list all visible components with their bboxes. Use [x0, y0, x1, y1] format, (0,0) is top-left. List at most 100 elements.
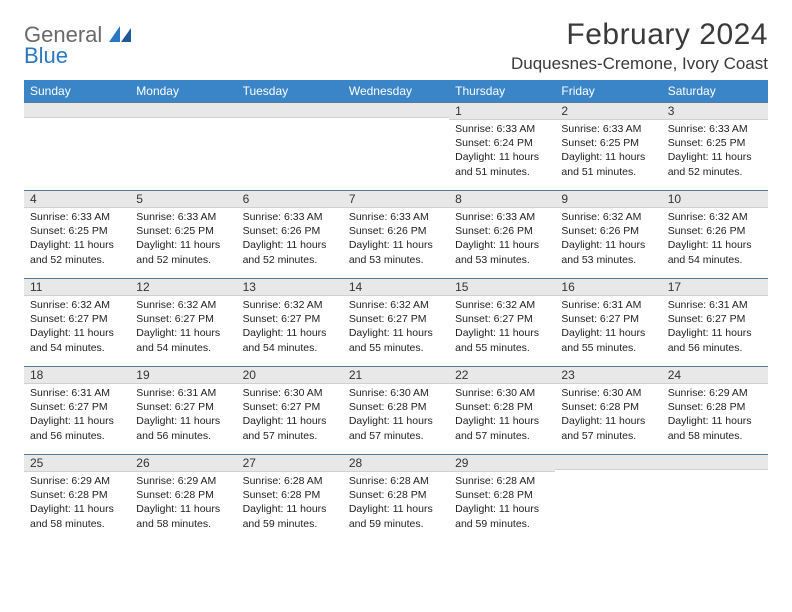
calendar-cell: 12Sunrise: 6:32 AMSunset: 6:27 PMDayligh… — [130, 278, 236, 366]
sail-icon — [109, 29, 131, 46]
sunrise-text: Sunrise: 6:32 AM — [30, 298, 124, 312]
day-number: 9 — [555, 190, 661, 208]
weekday-header: Monday — [130, 80, 236, 102]
day-details: Sunrise: 6:29 AMSunset: 6:28 PMDaylight:… — [24, 472, 130, 535]
sunset-text: Sunset: 6:28 PM — [561, 400, 655, 414]
weekday-header: Friday — [555, 80, 661, 102]
header: General Blue February 2024 Duquesnes-Cre… — [24, 18, 768, 74]
day-number: 11 — [24, 278, 130, 296]
daylight-text: Daylight: 11 hours and 53 minutes. — [561, 238, 655, 266]
calendar-table: Sunday Monday Tuesday Wednesday Thursday… — [24, 80, 768, 542]
calendar-cell: 17Sunrise: 6:31 AMSunset: 6:27 PMDayligh… — [662, 278, 768, 366]
sunrise-text: Sunrise: 6:33 AM — [136, 210, 230, 224]
weekday-header: Sunday — [24, 80, 130, 102]
day-number: 7 — [343, 190, 449, 208]
calendar-cell: 29Sunrise: 6:28 AMSunset: 6:28 PMDayligh… — [449, 454, 555, 542]
sunrise-text: Sunrise: 6:30 AM — [561, 386, 655, 400]
daylight-text: Daylight: 11 hours and 57 minutes. — [349, 414, 443, 442]
calendar-cell: 16Sunrise: 6:31 AMSunset: 6:27 PMDayligh… — [555, 278, 661, 366]
daylight-text: Daylight: 11 hours and 54 minutes. — [136, 326, 230, 354]
daylight-text: Daylight: 11 hours and 56 minutes. — [668, 326, 762, 354]
day-number: 24 — [662, 366, 768, 384]
day-number: 23 — [555, 366, 661, 384]
sunset-text: Sunset: 6:28 PM — [349, 400, 443, 414]
daylight-text: Daylight: 11 hours and 57 minutes. — [561, 414, 655, 442]
sunset-text: Sunset: 6:27 PM — [243, 400, 337, 414]
sunset-text: Sunset: 6:26 PM — [349, 224, 443, 238]
sunrise-text: Sunrise: 6:33 AM — [455, 122, 549, 136]
day-details: Sunrise: 6:31 AMSunset: 6:27 PMDaylight:… — [130, 384, 236, 447]
day-number: 27 — [237, 454, 343, 472]
sunrise-text: Sunrise: 6:32 AM — [349, 298, 443, 312]
calendar-cell: 25Sunrise: 6:29 AMSunset: 6:28 PMDayligh… — [24, 454, 130, 542]
day-details: Sunrise: 6:28 AMSunset: 6:28 PMDaylight:… — [449, 472, 555, 535]
sunrise-text: Sunrise: 6:32 AM — [243, 298, 337, 312]
calendar-week: 11Sunrise: 6:32 AMSunset: 6:27 PMDayligh… — [24, 278, 768, 366]
sunrise-text: Sunrise: 6:32 AM — [455, 298, 549, 312]
sunset-text: Sunset: 6:25 PM — [561, 136, 655, 150]
daylight-text: Daylight: 11 hours and 55 minutes. — [561, 326, 655, 354]
daylight-text: Daylight: 11 hours and 58 minutes. — [30, 502, 124, 530]
daylight-text: Daylight: 11 hours and 59 minutes. — [243, 502, 337, 530]
calendar-cell — [662, 454, 768, 542]
daylight-text: Daylight: 11 hours and 58 minutes. — [668, 414, 762, 442]
month-title: February 2024 — [511, 18, 768, 52]
day-details: Sunrise: 6:33 AMSunset: 6:26 PMDaylight:… — [237, 208, 343, 271]
day-number: 25 — [24, 454, 130, 472]
sunset-text: Sunset: 6:27 PM — [349, 312, 443, 326]
sunrise-text: Sunrise: 6:28 AM — [349, 474, 443, 488]
day-number: 14 — [343, 278, 449, 296]
calendar-cell: 27Sunrise: 6:28 AMSunset: 6:28 PMDayligh… — [237, 454, 343, 542]
day-details: Sunrise: 6:32 AMSunset: 6:27 PMDaylight:… — [449, 296, 555, 359]
calendar-cell — [555, 454, 661, 542]
day-number: 29 — [449, 454, 555, 472]
day-number: 19 — [130, 366, 236, 384]
weekday-header: Saturday — [662, 80, 768, 102]
day-details: Sunrise: 6:33 AMSunset: 6:24 PMDaylight:… — [449, 120, 555, 183]
day-number: 5 — [130, 190, 236, 208]
sunrise-text: Sunrise: 6:32 AM — [136, 298, 230, 312]
calendar-cell — [24, 102, 130, 190]
calendar-cell: 26Sunrise: 6:29 AMSunset: 6:28 PMDayligh… — [130, 454, 236, 542]
day-details: Sunrise: 6:33 AMSunset: 6:25 PMDaylight:… — [662, 120, 768, 183]
sunset-text: Sunset: 6:27 PM — [30, 400, 124, 414]
calendar-week: 25Sunrise: 6:29 AMSunset: 6:28 PMDayligh… — [24, 454, 768, 542]
title-block: February 2024 Duquesnes-Cremone, Ivory C… — [511, 18, 768, 74]
sunrise-text: Sunrise: 6:33 AM — [243, 210, 337, 224]
sunrise-text: Sunrise: 6:28 AM — [243, 474, 337, 488]
day-number: 3 — [662, 102, 768, 120]
day-number: 12 — [130, 278, 236, 296]
calendar-cell: 21Sunrise: 6:30 AMSunset: 6:28 PMDayligh… — [343, 366, 449, 454]
day-number: 21 — [343, 366, 449, 384]
weekday-header: Wednesday — [343, 80, 449, 102]
sunset-text: Sunset: 6:28 PM — [349, 488, 443, 502]
calendar-body: 1Sunrise: 6:33 AMSunset: 6:24 PMDaylight… — [24, 102, 768, 542]
calendar-cell: 15Sunrise: 6:32 AMSunset: 6:27 PMDayligh… — [449, 278, 555, 366]
daylight-text: Daylight: 11 hours and 54 minutes. — [668, 238, 762, 266]
daylight-text: Daylight: 11 hours and 52 minutes. — [243, 238, 337, 266]
day-details: Sunrise: 6:31 AMSunset: 6:27 PMDaylight:… — [662, 296, 768, 359]
calendar-cell: 19Sunrise: 6:31 AMSunset: 6:27 PMDayligh… — [130, 366, 236, 454]
daylight-text: Daylight: 11 hours and 52 minutes. — [668, 150, 762, 178]
daylight-text: Daylight: 11 hours and 57 minutes. — [243, 414, 337, 442]
calendar-cell: 4Sunrise: 6:33 AMSunset: 6:25 PMDaylight… — [24, 190, 130, 278]
sunset-text: Sunset: 6:27 PM — [668, 312, 762, 326]
day-details: Sunrise: 6:33 AMSunset: 6:25 PMDaylight:… — [24, 208, 130, 271]
calendar-cell: 24Sunrise: 6:29 AMSunset: 6:28 PMDayligh… — [662, 366, 768, 454]
daylight-text: Daylight: 11 hours and 56 minutes. — [136, 414, 230, 442]
day-details: Sunrise: 6:32 AMSunset: 6:27 PMDaylight:… — [343, 296, 449, 359]
calendar-cell: 2Sunrise: 6:33 AMSunset: 6:25 PMDaylight… — [555, 102, 661, 190]
location: Duquesnes-Cremone, Ivory Coast — [511, 54, 768, 74]
day-details: Sunrise: 6:33 AMSunset: 6:25 PMDaylight:… — [130, 208, 236, 271]
sunrise-text: Sunrise: 6:28 AM — [455, 474, 549, 488]
day-details: Sunrise: 6:29 AMSunset: 6:28 PMDaylight:… — [662, 384, 768, 447]
sunset-text: Sunset: 6:28 PM — [136, 488, 230, 502]
day-details: Sunrise: 6:32 AMSunset: 6:27 PMDaylight:… — [24, 296, 130, 359]
sunrise-text: Sunrise: 6:31 AM — [136, 386, 230, 400]
sunset-text: Sunset: 6:26 PM — [668, 224, 762, 238]
day-number — [343, 102, 449, 118]
sunrise-text: Sunrise: 6:32 AM — [668, 210, 762, 224]
calendar-cell: 10Sunrise: 6:32 AMSunset: 6:26 PMDayligh… — [662, 190, 768, 278]
day-number: 1 — [449, 102, 555, 120]
weekday-header: Thursday — [449, 80, 555, 102]
